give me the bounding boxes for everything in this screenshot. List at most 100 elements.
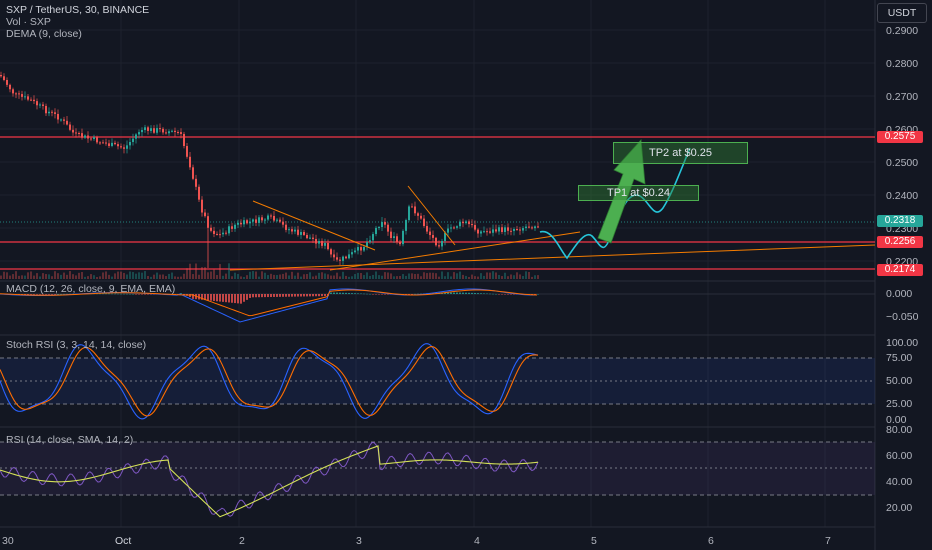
candle-body — [267, 215, 269, 220]
trendline-rising-support[interactable] — [229, 244, 876, 271]
candle-body — [321, 241, 323, 246]
volume-bar — [354, 274, 356, 279]
volume-bar — [282, 273, 284, 279]
volume-bar — [273, 274, 275, 279]
stoch-rsi-legend[interactable]: Stoch RSI (3, 3, 14, 14, close) — [6, 339, 147, 351]
macd-bar — [21, 294, 23, 295]
candle-body — [174, 130, 176, 132]
volume-bar — [138, 272, 140, 279]
currency-selector[interactable]: USDT — [877, 3, 927, 23]
candle-body — [444, 232, 446, 242]
macd-bar — [231, 294, 233, 303]
volume-bar — [87, 276, 89, 279]
candle-body — [36, 101, 38, 106]
candle-body — [357, 247, 359, 251]
macd-bar — [351, 293, 353, 294]
candle-body — [477, 229, 479, 234]
candle-body — [141, 130, 143, 133]
candle-body — [180, 132, 182, 134]
symbol-title[interactable]: SXP / TetherUS, 30, BINANCE — [6, 4, 150, 16]
price-scale-label: 0.2500 — [886, 157, 919, 169]
volume-bar — [516, 272, 518, 279]
macd-bar — [129, 293, 131, 295]
candle-body — [159, 128, 161, 130]
price-scale-label: 0.2700 — [886, 91, 919, 103]
candle-body — [528, 226, 530, 228]
candle-body — [270, 215, 272, 217]
trendline-triangle-lower[interactable] — [329, 231, 581, 271]
volume-bar — [423, 272, 425, 279]
trendline-falling-resistance[interactable] — [252, 200, 376, 251]
candle-body — [168, 131, 170, 134]
candle-body — [300, 232, 302, 235]
macd-bar — [150, 294, 152, 295]
macd-bar — [60, 293, 62, 295]
volume-bar — [267, 275, 269, 279]
candle-body — [312, 237, 314, 239]
tp1-label[interactable]: TP1 at $0.24 — [578, 185, 699, 201]
volume-bar — [255, 271, 257, 279]
volume-bar — [21, 275, 23, 279]
volume-bar — [165, 276, 167, 279]
volume-bar — [336, 272, 338, 279]
candle-body — [396, 236, 398, 242]
rsi-legend[interactable]: RSI (14, close, SMA, 14, 2) — [6, 434, 134, 446]
rsi-line — [0, 442, 539, 517]
volume-bar — [18, 275, 20, 279]
volume-bar — [297, 272, 299, 279]
candle-body — [306, 234, 308, 239]
volume-bar — [195, 263, 197, 279]
trendline-falling-resistance-2[interactable] — [407, 185, 456, 246]
bullish-arrow-icon[interactable] — [597, 139, 646, 244]
macd-bar — [63, 293, 65, 295]
volume-bar — [330, 275, 332, 279]
time-axis-label: 6 — [708, 535, 714, 547]
candle-body — [282, 221, 284, 225]
volume-bar — [231, 276, 233, 279]
candle-body — [276, 219, 278, 221]
candle-body — [489, 231, 491, 233]
volume-bar — [453, 272, 455, 279]
volume-bar — [522, 275, 524, 279]
volume-bar — [111, 276, 113, 279]
candle-body — [360, 247, 362, 251]
volume-bar — [387, 272, 389, 279]
macd-legend[interactable]: MACD (12, 26, close, 9, EMA, EMA) — [6, 283, 176, 295]
candle-body — [243, 220, 245, 225]
macd-bar — [537, 293, 539, 295]
volume-bar — [411, 273, 413, 279]
volume-bar — [456, 273, 458, 279]
volume-bar — [426, 273, 428, 279]
volume-bar — [66, 274, 68, 279]
volume-bar — [333, 275, 335, 279]
macd-bar — [294, 294, 296, 297]
candle-body — [165, 132, 167, 134]
macd-bar — [30, 294, 32, 295]
candle-body — [501, 227, 503, 232]
volume-bar — [177, 276, 179, 279]
volume-bar — [498, 274, 500, 279]
dema-legend[interactable]: DEMA (9, close) — [6, 28, 82, 40]
macd-bar — [360, 293, 362, 295]
volume-bar — [129, 271, 131, 279]
macd-bar — [471, 292, 473, 294]
volume-bar — [225, 273, 227, 279]
macd-bar — [318, 294, 320, 297]
volume-bar — [477, 276, 479, 279]
volume-bar — [393, 276, 395, 279]
macd-bar — [246, 294, 248, 300]
candle-body — [345, 256, 347, 259]
volume-legend[interactable]: Vol · SXP — [6, 16, 51, 28]
tp2-label[interactable]: TP2 at $0.25 — [613, 142, 748, 164]
macd-bar — [348, 292, 350, 294]
price-scale-label: 0.2800 — [886, 58, 919, 70]
candle-body — [342, 256, 344, 261]
candle-body — [189, 156, 191, 168]
macd-bar — [267, 294, 269, 298]
volume-bar — [93, 275, 95, 279]
candle-body — [24, 96, 26, 98]
price-scale-label: 0.2400 — [886, 190, 919, 202]
candle-body — [102, 142, 104, 144]
volume-bar — [495, 272, 497, 279]
